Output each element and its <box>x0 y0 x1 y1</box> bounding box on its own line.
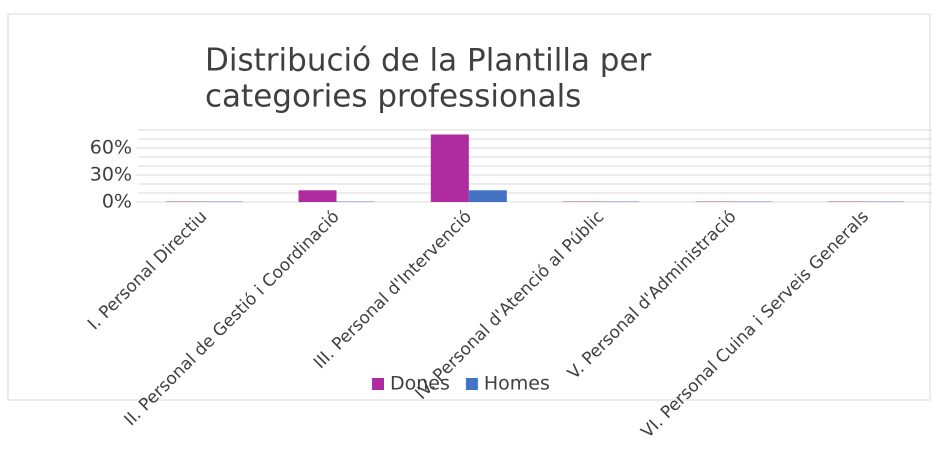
legend-swatch <box>465 378 478 390</box>
legend-swatch <box>372 378 384 390</box>
chart-title: Distribució de la Plantilla per <box>205 43 652 79</box>
legend-label: Dones <box>390 373 450 395</box>
y-tick-label: 30% <box>90 164 132 186</box>
chart-border <box>7 13 931 401</box>
bar <box>430 134 469 202</box>
y-tick-label: 60% <box>90 137 132 159</box>
chart-title: categories professionals <box>205 79 581 115</box>
bar <box>468 190 507 202</box>
legend-label: Homes <box>484 373 550 395</box>
bar <box>298 190 337 202</box>
y-tick-label: 0% <box>102 191 132 213</box>
